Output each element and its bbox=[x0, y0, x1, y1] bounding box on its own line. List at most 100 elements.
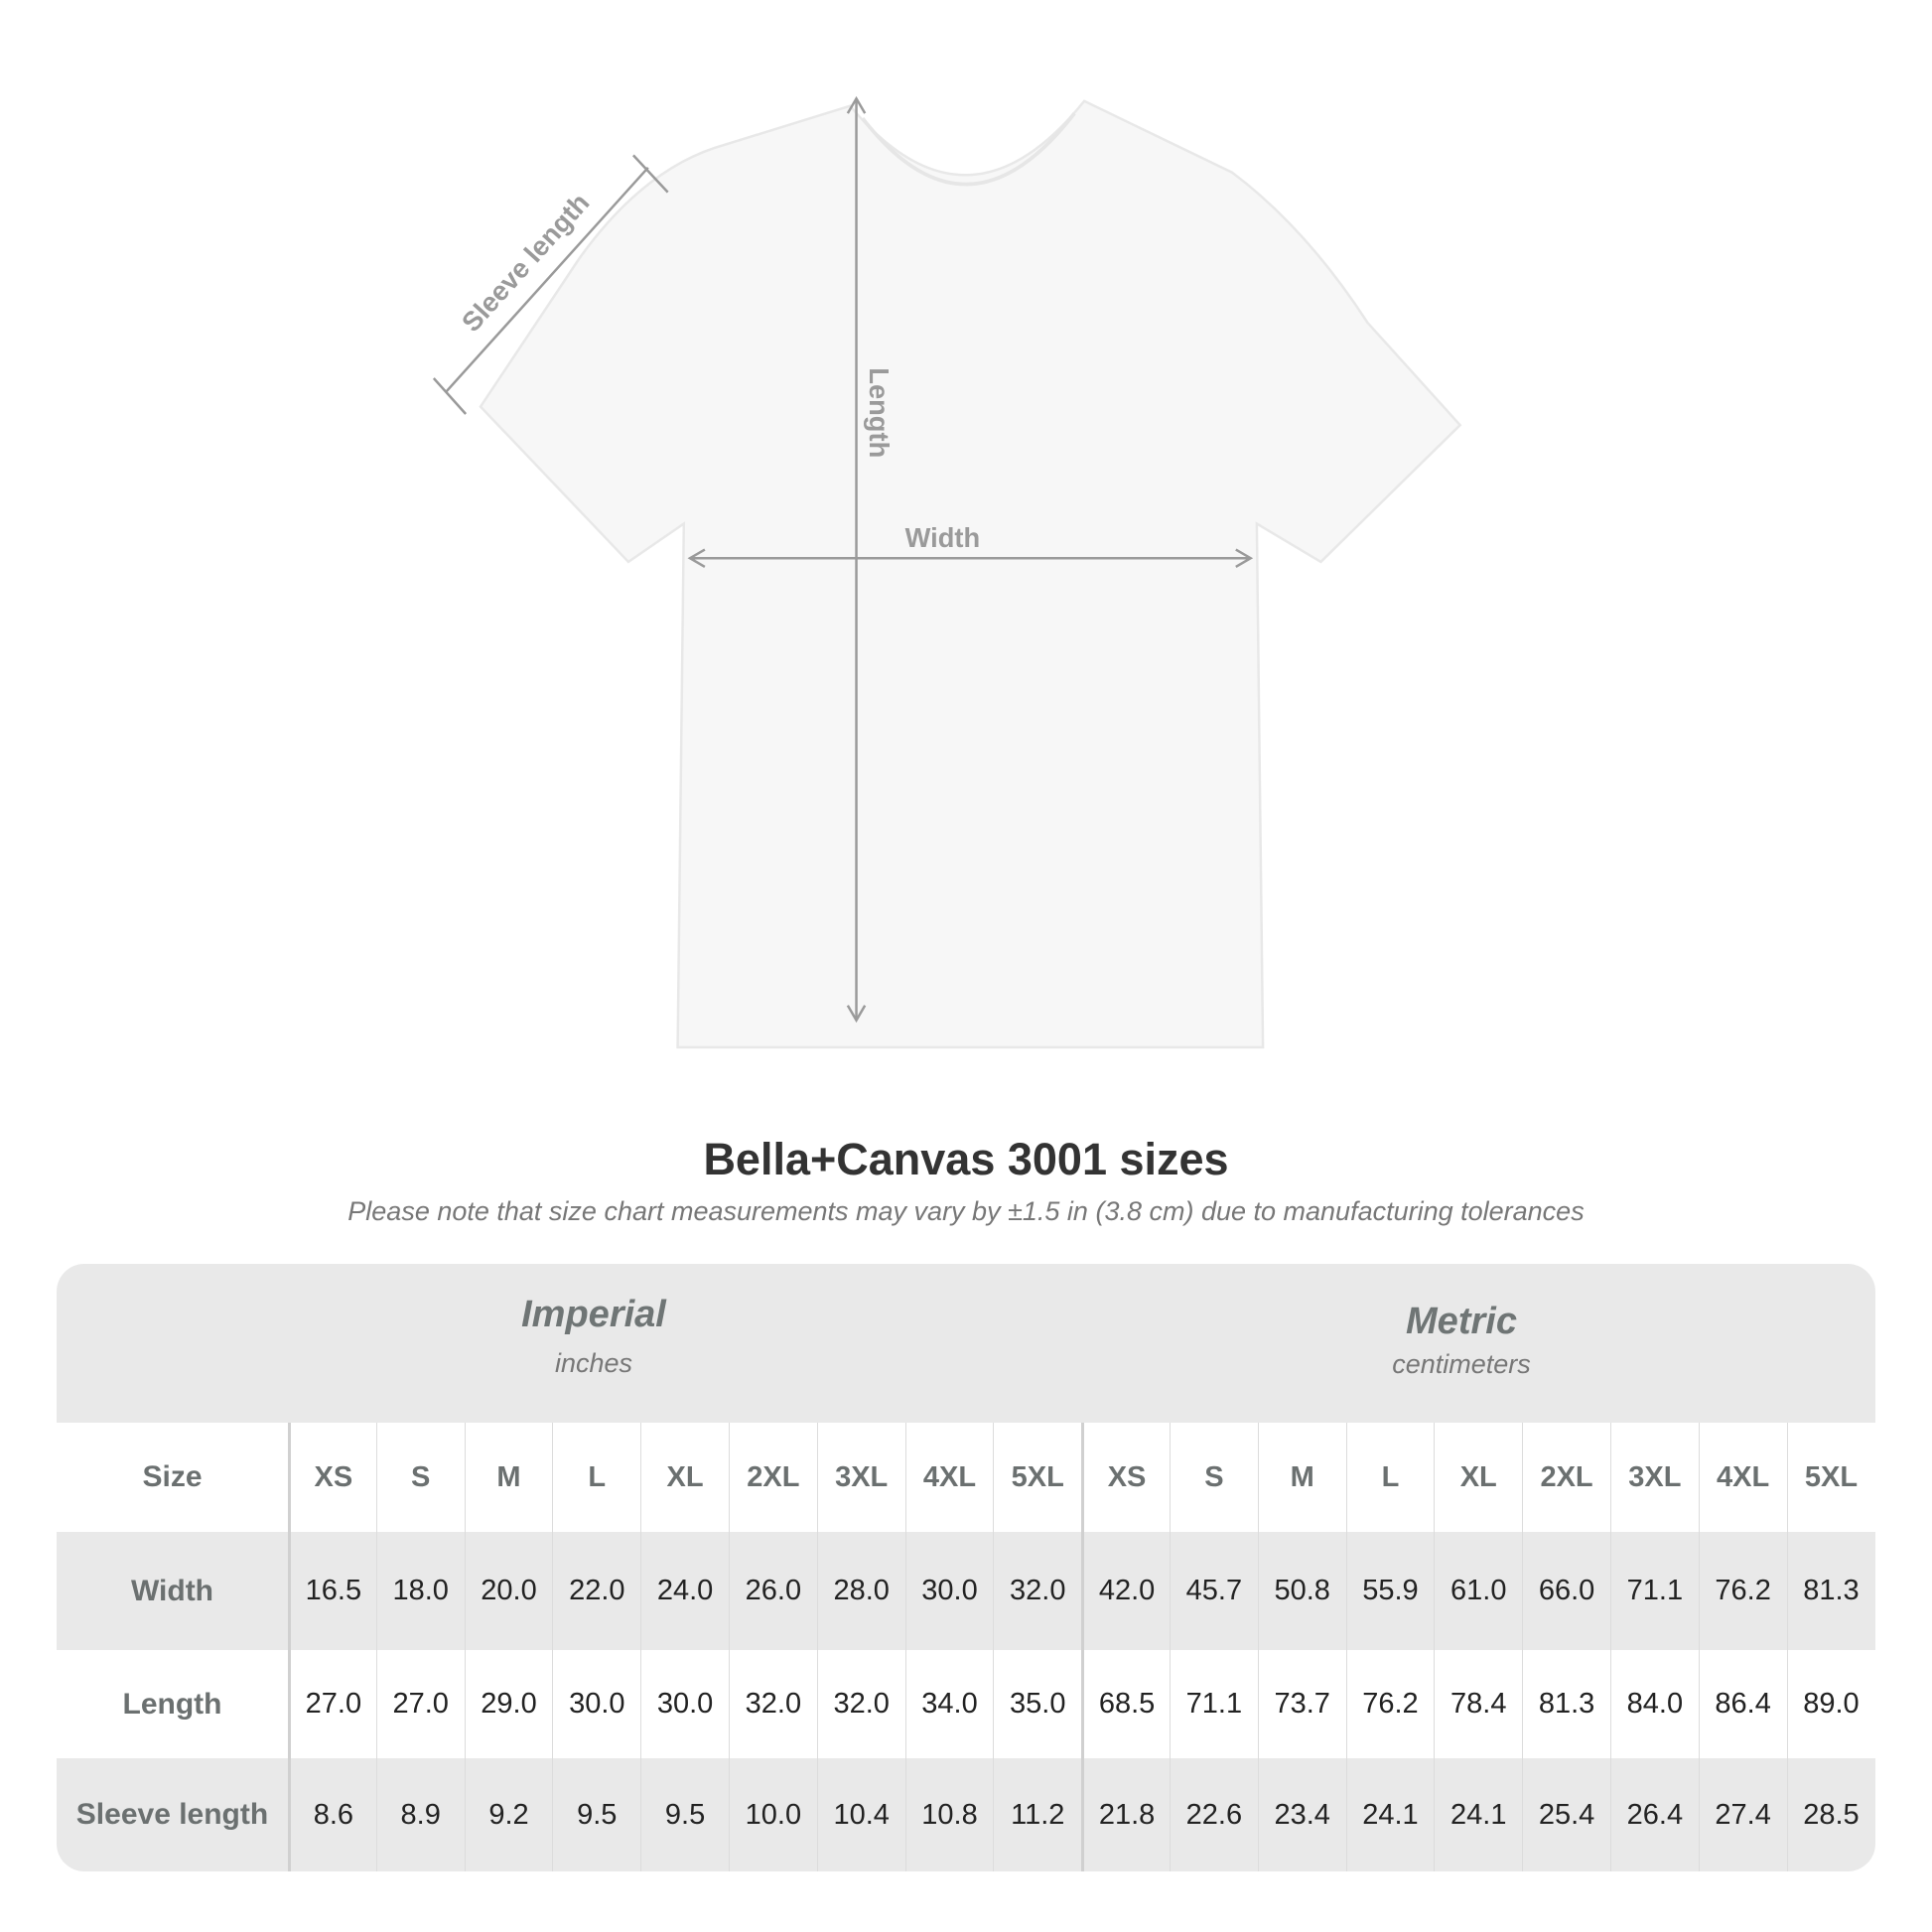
unit-header: Imperial inches Metric centimeters bbox=[57, 1264, 1875, 1423]
size-header-cell: L bbox=[1345, 1423, 1435, 1532]
measurement-cell: 28.0 bbox=[816, 1532, 905, 1650]
row-label: Width bbox=[130, 1574, 214, 1607]
measurement-cell: 30.0 bbox=[640, 1650, 729, 1758]
measurement-cell: 22.0 bbox=[552, 1532, 640, 1650]
measurement-cell: 9.5 bbox=[640, 1758, 729, 1871]
measurement-cell: 25.4 bbox=[1522, 1758, 1610, 1871]
size-header-cell: 5XL bbox=[1786, 1423, 1875, 1532]
measurement-cell: 9.5 bbox=[552, 1758, 640, 1871]
size-label: Size bbox=[142, 1460, 203, 1493]
measurement-cell: 9.2 bbox=[464, 1758, 553, 1871]
measurement-cell: 26.0 bbox=[728, 1532, 817, 1650]
size-header-cell: XL bbox=[640, 1423, 729, 1532]
measurement-cell: 24.0 bbox=[640, 1532, 729, 1650]
measurement-cell: 16.5 bbox=[288, 1532, 376, 1650]
measurement-cell: 30.0 bbox=[552, 1650, 640, 1758]
measurement-cell: 24.1 bbox=[1434, 1758, 1522, 1871]
measurement-cell: 23.4 bbox=[1257, 1758, 1346, 1871]
measurement-cell: 26.4 bbox=[1609, 1758, 1699, 1871]
width-label: Width bbox=[905, 522, 981, 553]
imperial-title: Imperial bbox=[521, 1294, 666, 1335]
size-header-cell: 4XL bbox=[904, 1423, 994, 1532]
sleeve-measure-line bbox=[445, 166, 649, 393]
sleeve-tick-start bbox=[432, 377, 468, 415]
size-table: Imperial inches Metric centimeters Size … bbox=[57, 1264, 1875, 1871]
measurement-cell: 76.2 bbox=[1345, 1650, 1435, 1758]
measurement-cell: 8.6 bbox=[288, 1758, 376, 1871]
row-label: Length bbox=[122, 1687, 222, 1721]
width-arrow-right bbox=[1235, 548, 1254, 568]
size-header-cell: L bbox=[552, 1423, 640, 1532]
measurement-cell: 29.0 bbox=[464, 1650, 553, 1758]
table-row: Length 27.0 27.0 29.0 30.0 30.0 32.0 32.0 34.0 35… bbox=[57, 1650, 1875, 1758]
measurement-cell: 55.9 bbox=[1345, 1532, 1435, 1650]
measurement-cell: 22.6 bbox=[1169, 1758, 1258, 1871]
length-label: Length bbox=[864, 367, 895, 458]
measurement-cell: 32.0 bbox=[993, 1532, 1081, 1650]
measurement-cell: 27.0 bbox=[375, 1650, 465, 1758]
size-header-cell: S bbox=[375, 1423, 465, 1532]
size-header-cell: M bbox=[1257, 1423, 1346, 1532]
measurement-cell: 78.4 bbox=[1434, 1650, 1522, 1758]
table-row: Width 16.5 18.0 20.0 22.0 24.0 26.0 28.0 30.0 32.… bbox=[57, 1532, 1875, 1650]
measurement-cell: 18.0 bbox=[375, 1532, 465, 1650]
measurement-cell: 89.0 bbox=[1786, 1650, 1875, 1758]
measurement-cell: 45.7 bbox=[1169, 1532, 1258, 1650]
measurement-cell: 81.3 bbox=[1786, 1532, 1875, 1650]
measurement-cell: 71.1 bbox=[1609, 1532, 1699, 1650]
measurement-cell: 81.3 bbox=[1522, 1650, 1610, 1758]
row-label: Sleeve length bbox=[75, 1798, 269, 1831]
measurement-cell: 24.1 bbox=[1345, 1758, 1435, 1871]
page-title: Bella+Canvas 3001 sizes bbox=[703, 1134, 1229, 1184]
measurement-cell: 32.0 bbox=[816, 1650, 905, 1758]
size-header-cell: 2XL bbox=[728, 1423, 817, 1532]
measurement-cell: 10.8 bbox=[904, 1758, 994, 1871]
size-header-cell: 3XL bbox=[1609, 1423, 1699, 1532]
tshirt-image bbox=[479, 99, 1462, 1049]
measurement-cell: 35.0 bbox=[993, 1650, 1081, 1758]
measurement-cell: 61.0 bbox=[1434, 1532, 1522, 1650]
length-arrow-bottom bbox=[846, 1005, 867, 1024]
size-header-cell: XL bbox=[1434, 1423, 1522, 1532]
size-header-row: Size XS S M L XL 2XL 3XL 4XL 5XL XS S M L XL 2XL 3XL 4XL… bbox=[57, 1423, 1875, 1532]
measurement-cell: 11.2 bbox=[993, 1758, 1081, 1871]
measurement-cell: 42.0 bbox=[1081, 1532, 1170, 1650]
metric-unit: centimeters bbox=[1392, 1349, 1531, 1379]
measurement-cell: 20.0 bbox=[464, 1532, 553, 1650]
measurement-cell: 10.0 bbox=[728, 1758, 817, 1871]
size-header-cell: 2XL bbox=[1522, 1423, 1610, 1532]
size-header-cell: 4XL bbox=[1698, 1423, 1787, 1532]
length-arrow-top bbox=[846, 95, 867, 114]
size-header-cell: XS bbox=[1081, 1423, 1170, 1532]
imperial-header: Imperial inches bbox=[296, 1294, 892, 1379]
measurement-cell: 8.9 bbox=[375, 1758, 465, 1871]
measurement-cell: 84.0 bbox=[1609, 1650, 1699, 1758]
width-arrow-left bbox=[687, 548, 706, 568]
measurement-cell: 32.0 bbox=[728, 1650, 817, 1758]
size-header-cell: S bbox=[1169, 1423, 1258, 1532]
size-header-cell: 5XL bbox=[993, 1423, 1081, 1532]
size-header-cell: XS bbox=[288, 1423, 376, 1532]
measurement-cell: 27.0 bbox=[288, 1650, 376, 1758]
measurement-cell: 10.4 bbox=[816, 1758, 905, 1871]
sleeve-tick-end bbox=[632, 154, 669, 194]
measurement-cell: 71.1 bbox=[1169, 1650, 1258, 1758]
measurement-cell: 28.5 bbox=[1786, 1758, 1875, 1871]
measurement-cell: 86.4 bbox=[1698, 1650, 1787, 1758]
metric-header: Metric centimeters bbox=[1164, 1301, 1759, 1380]
size-header-cell: 3XL bbox=[816, 1423, 905, 1532]
measurement-cell: 34.0 bbox=[904, 1650, 994, 1758]
measurement-cell: 76.2 bbox=[1698, 1532, 1787, 1650]
measurement-cell: 30.0 bbox=[904, 1532, 994, 1650]
metric-title: Metric bbox=[1406, 1301, 1517, 1342]
measurement-cell: 68.5 bbox=[1081, 1650, 1170, 1758]
measurement-cell: 21.8 bbox=[1081, 1758, 1170, 1871]
measurement-cell: 50.8 bbox=[1257, 1532, 1346, 1650]
collar bbox=[861, 112, 1076, 187]
measurement-cell: 73.7 bbox=[1257, 1650, 1346, 1758]
size-header-cell: M bbox=[464, 1423, 553, 1532]
measurement-cell: 66.0 bbox=[1522, 1532, 1610, 1650]
table-row: Sleeve length 8.6 8.9 9.2 9.5 9.5 10.0 10.4 10.8… bbox=[57, 1758, 1875, 1871]
measurement-cell: 27.4 bbox=[1698, 1758, 1787, 1871]
